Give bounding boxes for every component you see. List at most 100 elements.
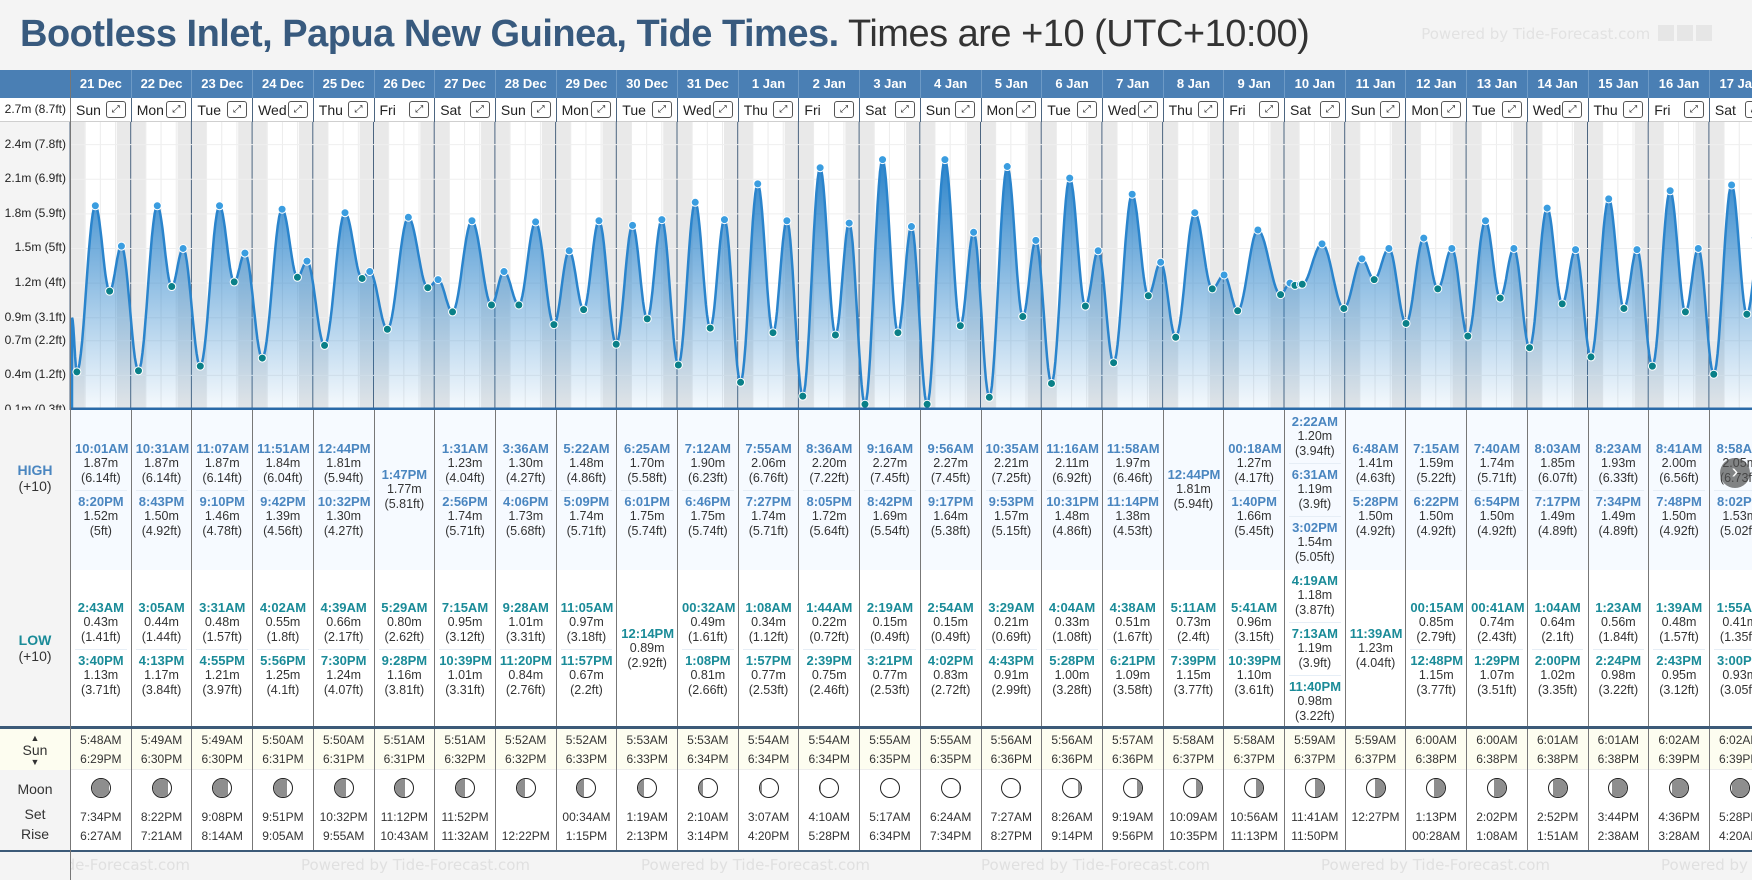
moon-cell: 2:10AM 3:14PM — [677, 770, 738, 850]
low-tide-time: 00:41AM — [1471, 599, 1525, 615]
expand-day-button[interactable]: ⤢ — [1623, 101, 1644, 118]
expand-day-button[interactable]: ⤢ — [1137, 101, 1158, 118]
high-tide-entry: 12:44PM 1.81m (5.94ft) — [318, 438, 371, 490]
high-tide-time: 7:12AM — [684, 440, 731, 456]
high-tide-cell: 2:22AM 1.20m (3.94ft) 6:31AM 1.19m (3.9ft) 3:0… — [1284, 410, 1345, 570]
moon-label: Moon — [17, 781, 53, 797]
expand-day-button[interactable]: ⤢ — [1076, 101, 1097, 118]
expand-icon: ⤢ — [657, 104, 666, 115]
low-tide-height-m: 0.93m — [1722, 667, 1752, 682]
expand-day-button[interactable]: ⤢ — [1501, 101, 1522, 118]
moon-shadow — [1612, 779, 1628, 797]
high-tide-entry: 11:07AM 1.87m (6.14ft) — [196, 438, 249, 490]
expand-day-button[interactable]: ⤢ — [773, 101, 794, 118]
sunrise-time: 5:52AM — [565, 733, 608, 747]
weekday-label: Tue — [197, 102, 221, 118]
night-shade — [130, 122, 146, 410]
weekday-cell: Thu ⤢ — [1162, 98, 1224, 122]
expand-day-button[interactable]: ⤢ — [227, 101, 248, 118]
expand-day-button[interactable]: ⤢ — [1258, 101, 1279, 118]
expand-day-button[interactable]: ⤢ — [591, 101, 612, 118]
low-tide-time: 2:43PM — [1656, 652, 1702, 668]
moon-cell: 3:07AM 4:20PM — [737, 770, 799, 850]
expand-day-button[interactable]: ⤢ — [712, 101, 733, 118]
date-header-cell: 3 Jan — [859, 70, 920, 98]
expand-day-button[interactable]: ⤢ — [894, 101, 915, 118]
expand-day-button[interactable]: ⤢ — [1380, 101, 1401, 118]
sunrise-time: 6:00AM — [1415, 733, 1457, 747]
weekday-cell: Sat ⤢ — [859, 98, 920, 122]
low-tide-cell: 4:04AM 0.33m (1.08ft) 5:28PM 1.00m (3.28ft) — [1041, 570, 1102, 728]
expand-day-button[interactable]: ⤢ — [105, 101, 126, 118]
weekday-label: Mon — [1411, 102, 1439, 118]
sun-times-cell: 5:50AM 6:31PM — [252, 729, 313, 770]
high-tide-height-m: 2.27m — [872, 455, 908, 470]
moon-shadow — [516, 779, 525, 797]
expand-day-button[interactable]: ⤢ — [1683, 101, 1704, 118]
low-tide-entry: 3:21PM 0.77m (2.53ft) — [864, 648, 916, 702]
expand-day-button[interactable]: ⤢ — [1319, 101, 1340, 118]
low-tide-cell: 2:43AM 0.43m (1.41ft) 3:40PM 1.13m (3.71ft) — [70, 570, 131, 728]
expand-day-button[interactable]: ⤢ — [348, 101, 369, 118]
sunrise-time: 5:53AM — [626, 733, 668, 747]
low-tide-height-m: 0.51m — [1115, 614, 1151, 629]
sunrise-time: 5:48AM — [80, 733, 122, 747]
high-tide-point — [277, 204, 287, 214]
high-tide-time: 9:16AM — [866, 440, 914, 456]
high-tide-cell: 6:25AM 1.70m (5.58ft) 6:01PM 1.75m (5.74ft) — [616, 410, 677, 570]
next-page-button[interactable]: › — [1720, 458, 1750, 488]
high-tide-time: 6:22PM — [1413, 493, 1459, 509]
high-tide-entry: 9:42PM 1.39m (4.56ft) — [257, 489, 309, 543]
sun-times-cell: 5:49AM 6:30PM — [130, 729, 192, 770]
sunset-time: 6:34PM — [687, 752, 729, 766]
sunset-time: 6:29PM — [80, 752, 122, 766]
low-tide-entry: 2:24PM 0.98m (3.22ft) — [1592, 648, 1645, 702]
high-tide-height-m: 1.87m — [204, 455, 240, 470]
moon-cell: 9:08PM 8:14AM — [191, 770, 252, 850]
high-tide-time: 8:36AM — [806, 440, 853, 456]
expand-day-button[interactable]: ⤢ — [469, 101, 490, 118]
high-tide-height-m: 1.75m — [690, 508, 726, 523]
low-tide-point — [1080, 301, 1090, 311]
high-tide-entry: 6:46PM 1.75m (5.74ft) — [682, 489, 734, 543]
expand-day-button[interactable]: ⤢ — [651, 101, 672, 118]
moonrise-time: 2:38AM — [1597, 829, 1640, 843]
high-tide-point — [1219, 270, 1229, 280]
high-tide-height-m: 1.84m — [265, 455, 301, 470]
low-tide-cell: 2:54AM 0.15m (0.49ft) 4:02PM 0.83m (2.72ft) — [919, 570, 981, 728]
moon-phase-icon — [90, 778, 111, 798]
sun-times-cell: 5:52AM 6:32PM — [494, 729, 556, 770]
expand-day-button[interactable]: ⤢ — [1562, 101, 1583, 118]
expand-day-button[interactable]: ⤢ — [1016, 101, 1037, 118]
sun-times-cell: 6:01AM 6:38PM — [1587, 729, 1649, 770]
expand-day-button[interactable]: ⤢ — [1198, 101, 1219, 118]
high-tide-point — [1542, 203, 1552, 213]
low-tide-point — [1463, 331, 1473, 341]
powered-by-link[interactable]: Powered by Tide-Forecast.com — [1421, 25, 1712, 43]
expand-day-button[interactable]: ⤢ — [1744, 101, 1752, 118]
expand-day-button[interactable]: ⤢ — [409, 101, 430, 118]
expand-day-button[interactable]: ⤢ — [530, 101, 551, 118]
weekday-cell: Fri ⤢ — [373, 98, 435, 122]
low-tide-entry: 00:32AM 0.49m (1.61ft) — [682, 597, 735, 649]
high-tide-height-ft: (5.64ft) — [809, 523, 850, 538]
expand-day-button[interactable]: ⤢ — [834, 101, 855, 118]
sunset-time: 6:38PM — [1597, 752, 1640, 766]
low-tide-entry: 3:00PM0.93m(3.05ft) — [1713, 648, 1752, 702]
low-tide-entry: 1:29PM 1.07m (3.51ft) — [1471, 648, 1523, 702]
high-tide-height-m: 1.97m — [1115, 455, 1151, 470]
moonset-time: 8:22PM — [140, 810, 183, 824]
low-tide-height-ft: (4.04ft) — [1355, 656, 1396, 670]
expand-day-button[interactable]: ⤢ — [287, 101, 308, 118]
expand-day-button[interactable]: ⤢ — [166, 101, 187, 118]
high-tide-height-m: 2.06m — [751, 455, 786, 470]
expand-day-button[interactable]: ⤢ — [1441, 101, 1462, 118]
low-tide-entry: 5:28PM 1.00m (3.28ft) — [1046, 648, 1098, 702]
high-tide-height-ft: (7.25ft) — [991, 470, 1032, 485]
high-tide-point — [815, 163, 825, 173]
low-tide-height-m: 1.13m — [83, 667, 119, 682]
high-tide-entry: 10:35AM 2.21m (7.25ft) — [986, 438, 1039, 490]
low-tide-height-ft: (3.12ft) — [1659, 682, 1699, 697]
expand-day-button[interactable]: ⤢ — [955, 101, 976, 118]
